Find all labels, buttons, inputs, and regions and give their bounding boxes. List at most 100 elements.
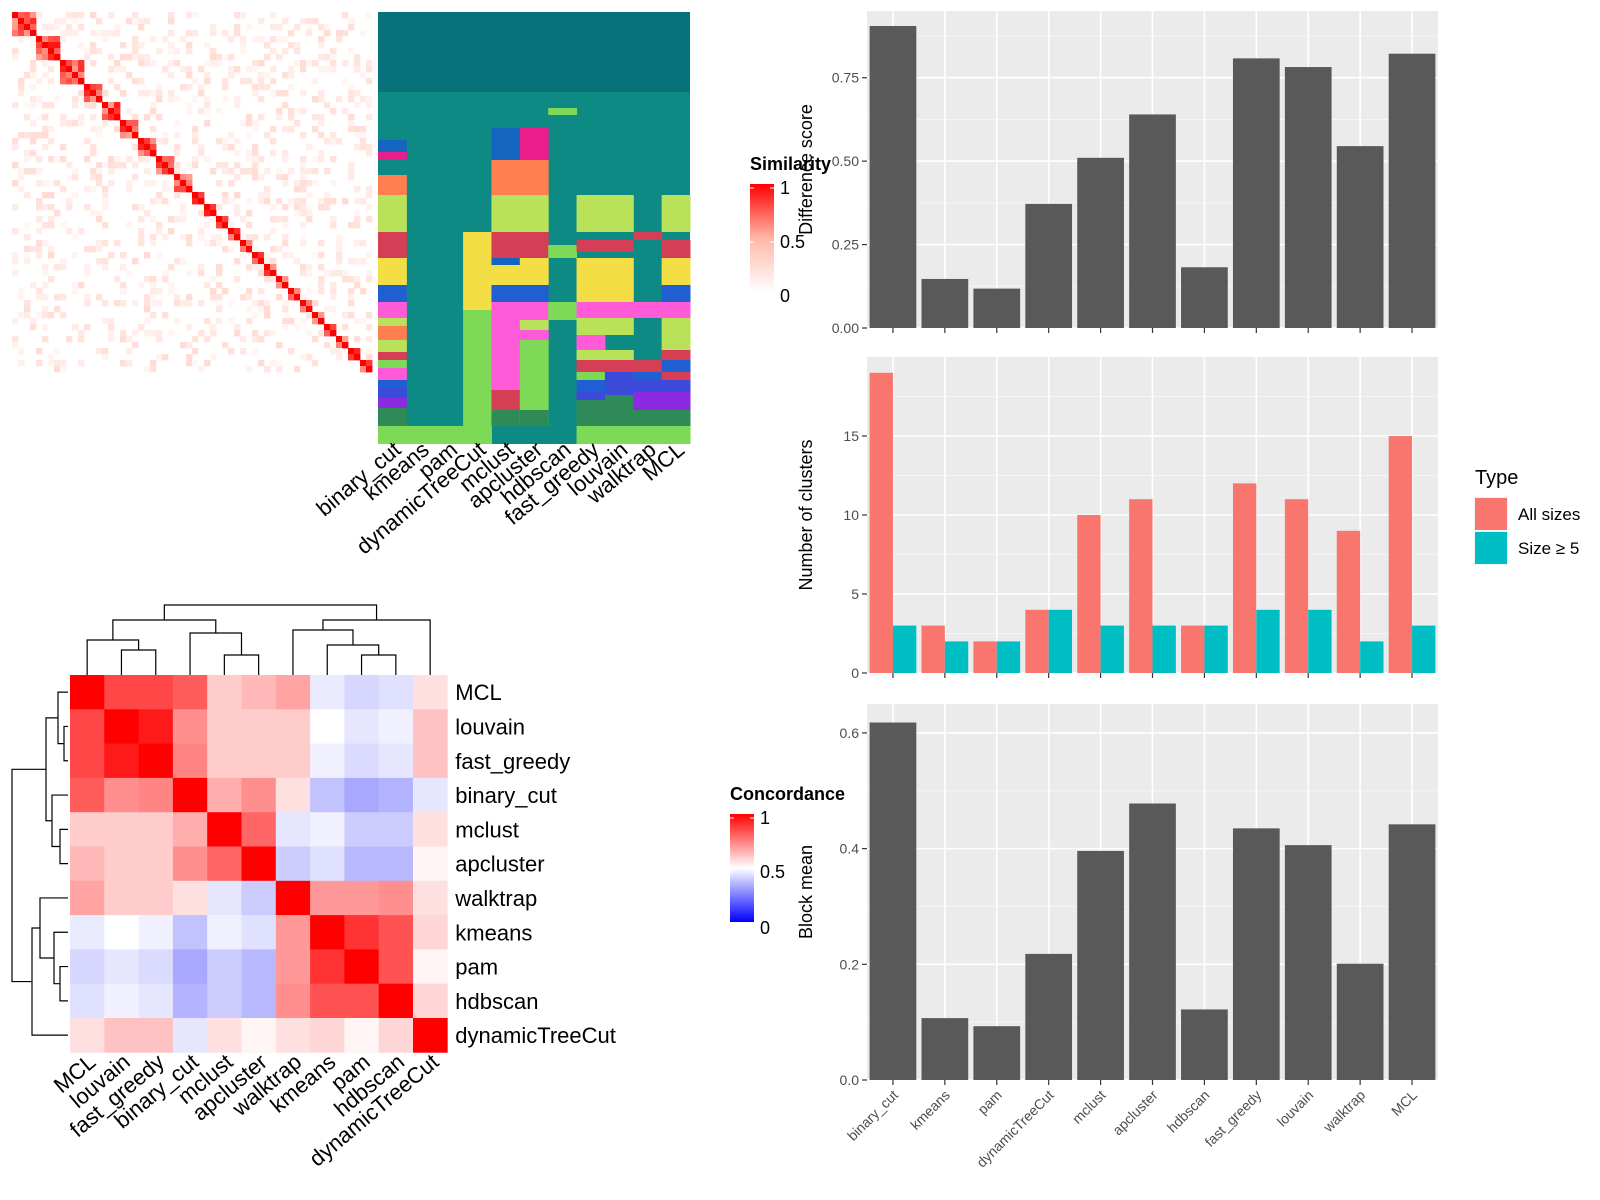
similarity-cell [42, 264, 49, 271]
concordance-cell [413, 812, 448, 847]
dendrogram-branch [59, 965, 68, 1002]
similarity-cell [252, 162, 259, 169]
similarity-cell [120, 66, 127, 73]
similarity-cell [366, 276, 373, 283]
similarity-cell [102, 108, 109, 115]
similarity-cell [246, 210, 253, 217]
similarity-cell [282, 204, 289, 211]
concordance-cell [207, 812, 242, 847]
similarity-cell [318, 150, 325, 157]
y-tick-label: 0.00 [832, 320, 859, 336]
similarity-cell [270, 66, 277, 73]
similarity-cell [174, 294, 181, 301]
similarity-cell [162, 312, 169, 319]
concordance-cell [207, 949, 242, 985]
concordance-row-label: fast_greedy [455, 749, 570, 774]
concordance-cell [138, 812, 174, 847]
partition-segment [604, 350, 634, 360]
similarity-cell [228, 228, 235, 235]
similarity-cell [324, 168, 331, 175]
similarity-cell [144, 252, 151, 259]
similarity-cell [12, 30, 19, 37]
similarity-cell [42, 336, 49, 343]
similarity-cell [330, 132, 337, 139]
similarity-cell [192, 336, 199, 343]
similarity-cell [162, 132, 169, 139]
similarity-cell [288, 114, 295, 121]
similarity-cell [126, 108, 133, 115]
similarity-cell [174, 318, 181, 325]
similarity-cell [312, 78, 319, 85]
similarity-cell [270, 204, 277, 211]
similarity-cell [342, 270, 349, 277]
similarity-cell [258, 264, 265, 271]
similarity-cell [60, 186, 67, 193]
similarity-cell [102, 258, 109, 265]
similarity-cell [48, 138, 55, 145]
similarity-cell [156, 222, 163, 229]
similarity-cell [186, 48, 193, 55]
similarity-cell [48, 24, 55, 31]
similarity-cell [336, 270, 343, 277]
similarity-cell [120, 264, 127, 271]
concordance-cell [413, 915, 448, 950]
similarity-cell [96, 126, 103, 133]
similarity-cell [138, 228, 145, 235]
similarity-cell [36, 36, 43, 43]
partition-segment [576, 380, 606, 392]
similarity-cell [54, 42, 61, 49]
concordance-cell [138, 983, 174, 1019]
similarity-cell [234, 162, 241, 169]
similarity-cell [54, 264, 61, 271]
similarity-cell [252, 36, 259, 43]
similarity-cell [138, 60, 145, 67]
similarity-cell [300, 222, 307, 229]
similarity-cell [42, 222, 49, 229]
similarity-cell [96, 246, 103, 253]
similarity-cell [54, 96, 61, 103]
similarity-cell [30, 324, 37, 331]
similarity-cell [42, 114, 49, 121]
partition-segment [661, 372, 691, 380]
similarity-cell [150, 102, 157, 109]
similarity-cell [132, 204, 139, 211]
similarity-cell [186, 186, 193, 193]
similarity-cell [174, 258, 181, 265]
similarity-cell [300, 270, 307, 277]
similarity-cell [264, 234, 271, 241]
similarity-cell [318, 288, 325, 295]
similarity-cell [138, 42, 145, 49]
similarity-cell [294, 198, 301, 205]
concordance-cell [378, 675, 414, 710]
similarity-cell [60, 72, 67, 79]
similarity-cell [366, 60, 373, 67]
similarity-cell [294, 210, 301, 217]
bar [1129, 499, 1153, 673]
similarity-cell [252, 66, 259, 73]
similarity-cell [252, 90, 259, 97]
similarity-cell [192, 132, 199, 139]
similarity-cell [228, 300, 235, 307]
similarity-cell [192, 198, 199, 205]
similarity-cell [180, 66, 187, 73]
concordance-cell [413, 1018, 448, 1053]
similarity-cell [276, 246, 283, 253]
similarity-cell [36, 348, 43, 355]
similarity-cell [234, 30, 241, 37]
similarity-cell [42, 240, 49, 247]
partition-segment [576, 318, 606, 335]
similarity-cell [126, 270, 133, 277]
concordance-cell [172, 1018, 208, 1053]
similarity-cell [78, 72, 85, 79]
similarity-cell [144, 366, 151, 373]
similarity-cell [138, 54, 145, 61]
similarity-cell [282, 72, 289, 79]
partition-segment [519, 232, 549, 258]
similarity-cell [60, 114, 67, 121]
similarity-cell [366, 360, 373, 367]
x-tick-label: fast_greedy [1201, 1087, 1264, 1150]
similarity-cell [186, 300, 193, 307]
partition-segment [491, 265, 521, 285]
concordance-cell [275, 1018, 311, 1053]
similarity-cell [66, 198, 73, 205]
